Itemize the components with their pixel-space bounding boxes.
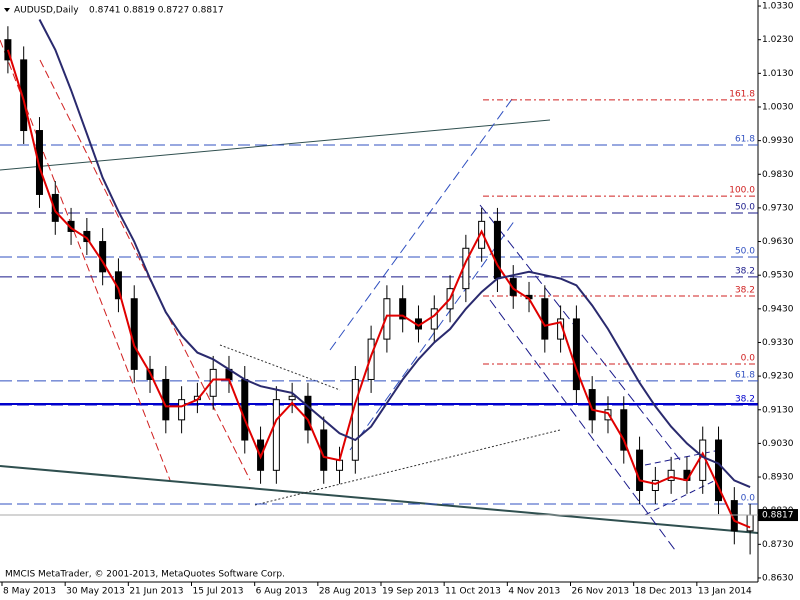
moving-average — [6, 49, 751, 529]
x-tick-label: 11 Oct 2013 — [445, 587, 501, 597]
candle-body — [430, 308, 438, 330]
fib-label: 38.2 — [735, 286, 755, 296]
price-tag-label: 0.8817 — [762, 511, 794, 521]
x-tick-label: 19 Sep 2013 — [382, 587, 439, 597]
x-tick-label: 26 Nov 2013 — [572, 587, 630, 597]
y-tick-label: 0.9630 — [762, 237, 794, 247]
candle-body — [667, 469, 675, 481]
y-tick-label: 0.8930 — [762, 473, 794, 483]
candle-body — [399, 298, 407, 320]
menu-arrow[interactable] — [4, 8, 10, 12]
y-tick-label: 0.9930 — [762, 136, 794, 146]
x-tick-label: 18 Dec 2013 — [635, 587, 693, 597]
y-tick-label: 0.9130 — [762, 405, 794, 415]
candle-body — [541, 298, 549, 340]
x-tick-label: 15 Jul 2013 — [193, 587, 244, 597]
candle-body — [351, 378, 359, 461]
fib-label: 0.0 — [741, 354, 756, 364]
price-tag — [758, 509, 798, 522]
fib-label: 61.8 — [735, 370, 755, 380]
candle-body — [636, 449, 644, 491]
fib-label: 100.0 — [729, 186, 755, 196]
candle-body — [272, 399, 280, 471]
y-tick-label: 0.9830 — [762, 170, 794, 180]
y-tick-label: 0.9230 — [762, 372, 794, 382]
candle-body — [304, 395, 312, 431]
candle-body — [746, 514, 754, 532]
y-tick-label: 1.0330 — [762, 2, 794, 12]
y-tick-label: 1.0130 — [762, 69, 794, 79]
x-tick-label: 13 Jan 2014 — [698, 587, 752, 597]
trendlines — [0, 39, 759, 551]
x-tick-label: 6 Aug 2013 — [256, 587, 308, 597]
candle-body — [51, 193, 59, 222]
candle-body — [130, 298, 138, 370]
candle-body — [620, 409, 628, 451]
candle-body — [478, 220, 486, 249]
ohlc-readout: 0.8741 0.8819 0.8727 0.8817 — [89, 6, 224, 16]
candle-body — [67, 220, 75, 232]
copyright: MMCIS MetaTrader, © 2001-2013, MetaQuote… — [5, 570, 285, 580]
x-tick-label: 4 Nov 2013 — [508, 587, 560, 597]
candle-body — [4, 39, 12, 61]
candle-body — [367, 338, 375, 380]
fib-label: 61.8 — [735, 134, 755, 144]
y-tick-label: 0.9330 — [762, 338, 794, 348]
candle-body — [383, 298, 391, 340]
y-tick-label: 0.9030 — [762, 439, 794, 449]
candle-body — [35, 130, 43, 195]
fib-label: 50.0 — [735, 202, 755, 212]
fib-label: 161.8 — [729, 89, 755, 99]
y-tick-label: 0.9430 — [762, 304, 794, 314]
y-tick-label: 1.0230 — [762, 35, 794, 45]
candle-body — [20, 59, 28, 132]
chart-title: AUDUSD,Daily — [14, 6, 79, 16]
y-tick-label: 0.9530 — [762, 271, 794, 281]
candle-body — [336, 459, 344, 471]
candle-body — [178, 399, 186, 421]
x-tick-label: 28 Aug 2013 — [319, 587, 377, 597]
moving-average — [38, 19, 751, 489]
candle-body — [241, 378, 249, 441]
candle-body — [715, 439, 723, 502]
fib-label: 38.2 — [735, 266, 755, 276]
y-tick-label: 0.8730 — [762, 540, 794, 550]
y-tick-label: 0.9730 — [762, 203, 794, 213]
candle-body — [651, 479, 659, 491]
y-tick-label: 0.8630 — [762, 573, 794, 583]
x-tick-label: 30 May 2013 — [66, 587, 125, 597]
y-tick-label: 1.0030 — [762, 102, 794, 112]
x-tick-label: 8 May 2013 — [3, 587, 56, 597]
candle-body — [572, 318, 580, 391]
x-tick-label: 21 Jun 2013 — [129, 587, 183, 597]
fib-label: 50.0 — [735, 247, 755, 257]
fib-label: 0.0 — [741, 493, 756, 503]
fib-label: 38.2 — [735, 395, 755, 405]
candle-body — [288, 395, 296, 401]
